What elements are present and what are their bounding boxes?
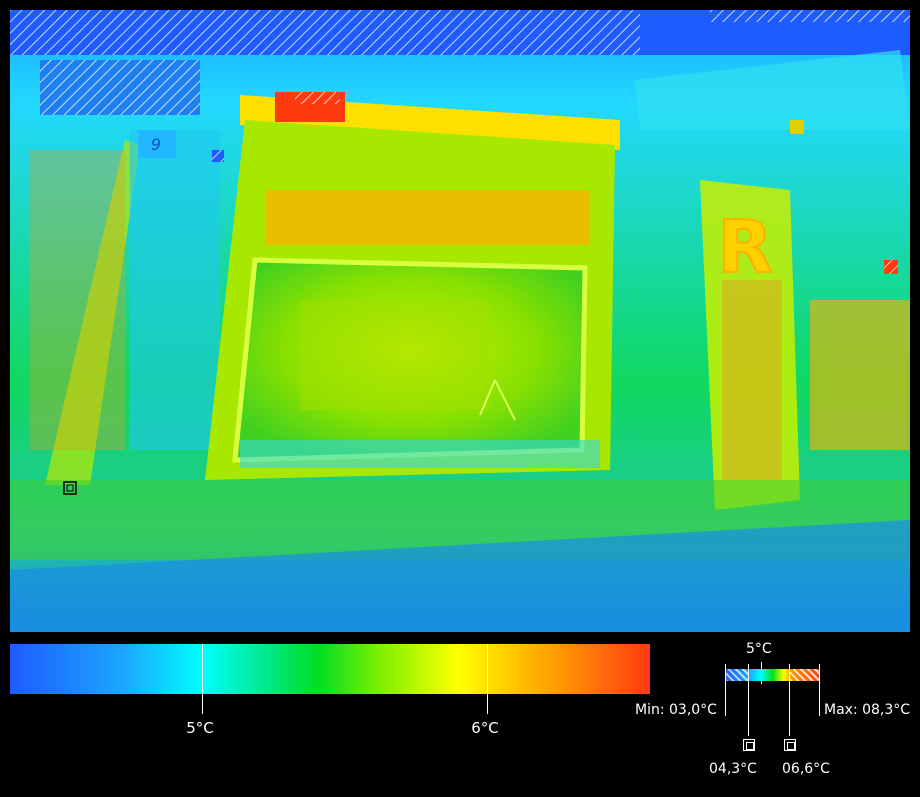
- thermal-scene: 9 R: [10, 10, 910, 632]
- shop-sign-letter: R: [717, 205, 772, 289]
- warm-wall-area: [810, 300, 910, 450]
- marker-1-icon: [743, 739, 755, 751]
- marker-2-label: 06,6°C: [782, 761, 830, 777]
- marker-2-icon: [784, 739, 796, 751]
- min-label: Min: 03,0°C: [635, 702, 717, 718]
- canopy: [635, 50, 910, 130]
- sky-hatch: [10, 10, 640, 55]
- left-door-edge: [45, 140, 140, 485]
- thermal-image: 9 R: [10, 10, 910, 632]
- max-label: Max: 08,3°C: [824, 702, 911, 718]
- scale-tick-6: [487, 644, 488, 714]
- scale-tick-5: [202, 644, 203, 714]
- max-line: [819, 664, 820, 716]
- cold-spot-marker: [63, 481, 77, 495]
- min-line: [725, 664, 726, 716]
- street: [10, 520, 910, 632]
- house-number: 9: [151, 135, 161, 154]
- mini-scale-top-label: 5°C: [746, 641, 772, 657]
- marker-1-label: 04,3°C: [709, 761, 757, 777]
- house-number-plate: [138, 130, 176, 158]
- upper-window-band: [265, 190, 590, 245]
- temperature-scale-bar: [10, 644, 650, 694]
- scale-tick-label-5: 5°C: [186, 719, 214, 737]
- scale-tick-label-6: 6°C: [471, 719, 499, 737]
